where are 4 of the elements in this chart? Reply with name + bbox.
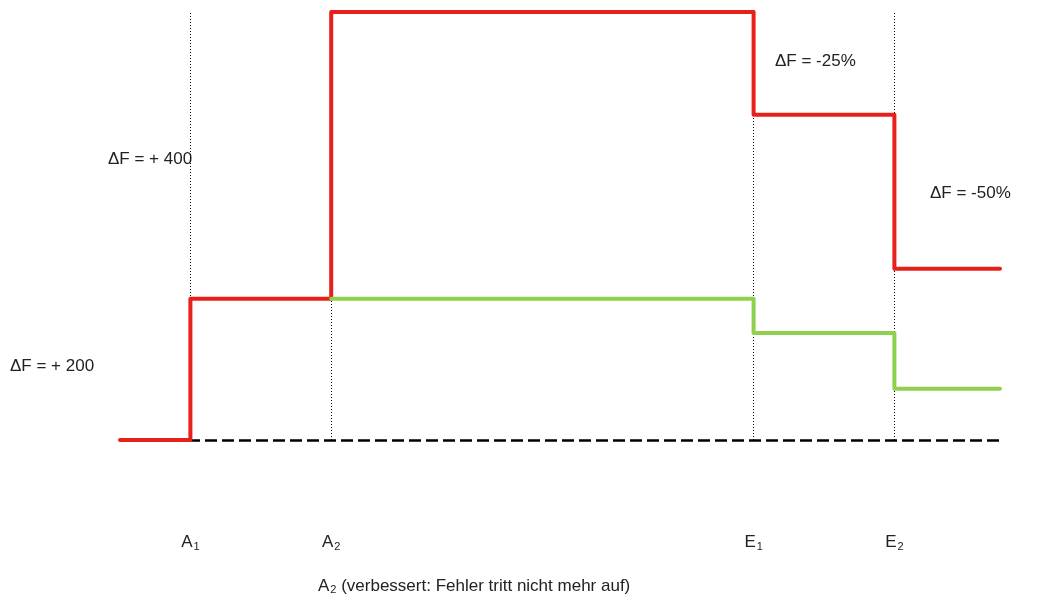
annotation: ΔF = + 400 (108, 148, 193, 168)
text: ΔF = + 200 (10, 355, 95, 375)
annotation: ΔF = -50% (930, 182, 1011, 202)
annotation: ΔF = -25% (775, 50, 856, 70)
